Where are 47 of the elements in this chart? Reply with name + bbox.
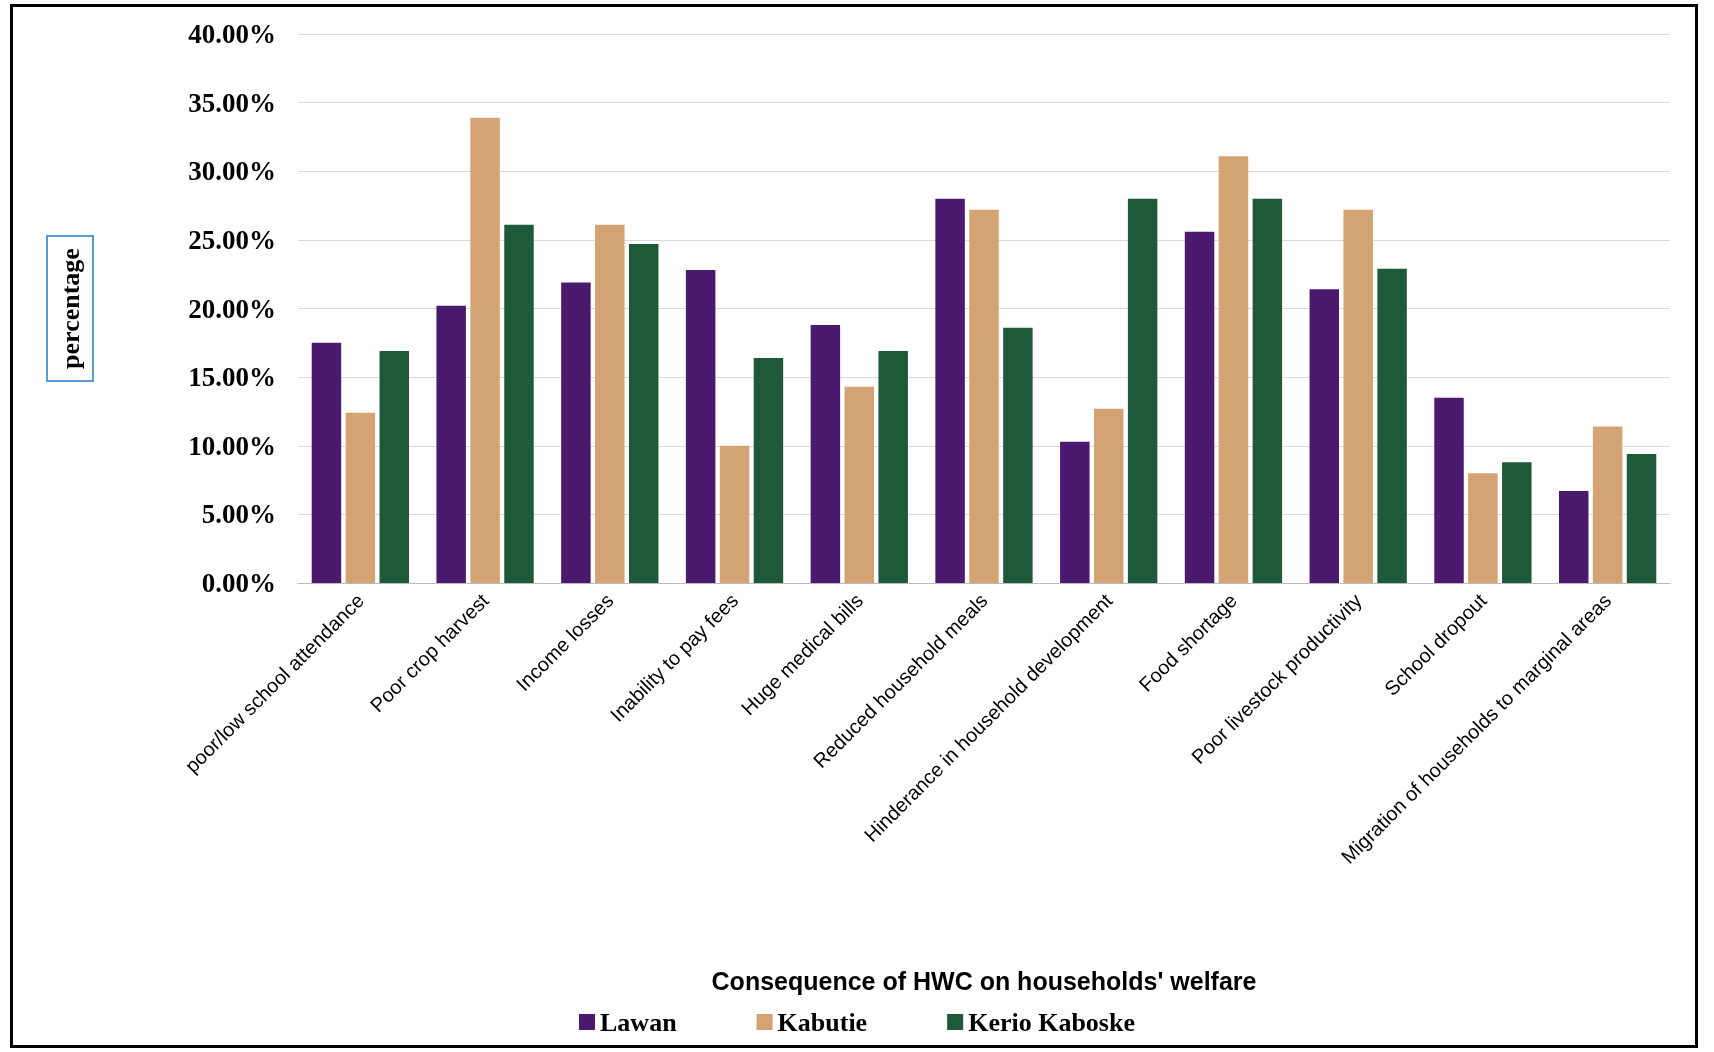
bar <box>595 224 625 583</box>
bar <box>311 342 342 583</box>
bar <box>470 117 500 583</box>
y-tick-label: 35.00% <box>188 87 276 118</box>
y-tick-label: 25.00% <box>188 224 276 255</box>
y-axis-title: percentage <box>55 248 85 369</box>
bar <box>685 270 716 583</box>
y-tick-label: 10.00% <box>188 430 276 461</box>
bar <box>1468 473 1498 583</box>
bar <box>1003 327 1033 583</box>
y-tick-label: 20.00% <box>188 293 276 324</box>
bar <box>719 445 750 583</box>
bar <box>436 305 466 583</box>
bar <box>1434 397 1464 583</box>
bar <box>561 282 591 583</box>
legend-label: Lawan <box>600 1007 678 1037</box>
bar <box>753 357 784 583</box>
x-axis-title: Consequence of HWC on households' welfare <box>711 966 1257 995</box>
bar <box>1060 441 1090 583</box>
bar <box>1252 198 1283 583</box>
legend-label: Kerio Kaboske <box>968 1007 1135 1037</box>
y-tick-label: 0.00% <box>201 568 276 598</box>
bar <box>345 412 376 583</box>
bar <box>628 243 659 583</box>
bar <box>504 224 534 583</box>
bar <box>1127 198 1158 583</box>
bar <box>969 209 999 583</box>
bar <box>1309 289 1340 583</box>
bar <box>878 351 908 583</box>
bar <box>1218 156 1249 583</box>
y-tick-label: 40.00% <box>188 19 276 49</box>
bar <box>1592 426 1623 583</box>
bar <box>1093 408 1124 583</box>
bar <box>935 198 965 583</box>
bar <box>379 351 410 583</box>
bar <box>844 386 875 583</box>
legend-label: Kabutie <box>777 1007 868 1037</box>
bar <box>1626 453 1657 583</box>
bar <box>1377 268 1407 583</box>
bar <box>1343 209 1373 583</box>
bar <box>810 324 841 583</box>
bar <box>1184 231 1215 583</box>
y-tick-label: 5.00% <box>201 499 276 530</box>
y-tick-label: 15.00% <box>188 362 276 393</box>
bar <box>1558 491 1589 583</box>
bar <box>1502 462 1532 583</box>
y-tick-label: 30.00% <box>188 156 276 187</box>
